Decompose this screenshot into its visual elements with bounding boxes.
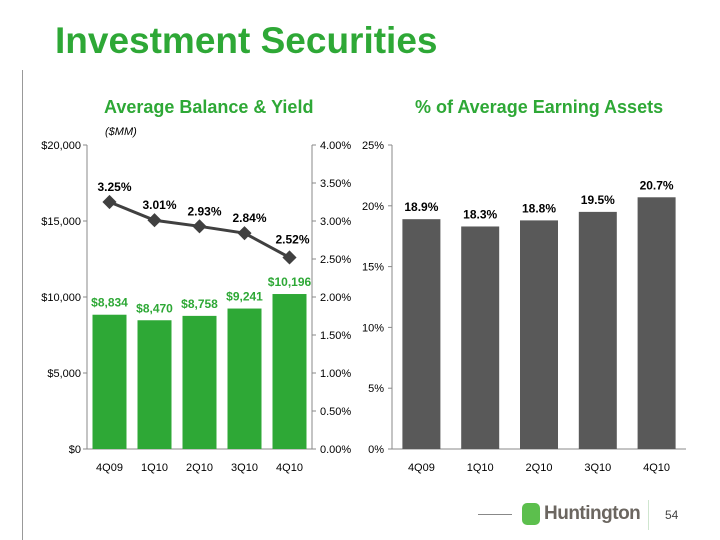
pct-bar	[461, 226, 500, 449]
y-tick-label: $20,000	[41, 140, 81, 152]
yield-point	[282, 250, 297, 265]
pct-bar	[520, 220, 558, 449]
y-tick-label-2: 5%	[368, 383, 384, 395]
yield-label: 3.01%	[142, 198, 176, 212]
y-tick-label-2: 10%	[362, 322, 384, 334]
footer-line	[478, 514, 512, 515]
pct-label: 18.9%	[404, 200, 438, 214]
pct-bar	[402, 219, 441, 449]
pct-label: 18.3%	[463, 207, 497, 221]
logo-text: Huntington	[544, 503, 641, 524]
y2-tick-label: 2.50%	[320, 254, 351, 266]
y-tick-label-2: 0%	[368, 444, 384, 456]
balance-bar	[92, 314, 127, 449]
x-tick-label-2: 2Q10	[526, 462, 553, 474]
balance-bar	[272, 294, 307, 449]
y2-tick-label: 2.00%	[320, 292, 351, 304]
yield-label: 3.25%	[97, 180, 131, 194]
x-tick-label-2: 4Q10	[643, 462, 670, 474]
y-tick-label: $5,000	[47, 368, 81, 380]
yield-point	[147, 213, 162, 228]
y2-tick-label: 0.00%	[320, 444, 351, 456]
yield-point	[102, 194, 117, 210]
x-tick-label: 4Q10	[276, 462, 303, 474]
y-tick-label: $10,000	[41, 292, 81, 304]
chart2-title: % of Average Earning Assets	[415, 97, 664, 117]
balance-label: $9,241	[226, 290, 263, 304]
huntington-logo: Huntington	[522, 503, 641, 525]
y2-tick-label: 1.50%	[320, 330, 351, 342]
y2-tick-label: 3.00%	[320, 216, 351, 228]
pct-label: 20.7%	[640, 178, 674, 192]
x-tick-label-2: 1Q10	[467, 462, 494, 474]
pct-bar	[578, 211, 617, 449]
x-tick-label-2: 4Q09	[408, 462, 435, 474]
left-divider	[22, 70, 23, 540]
footer-separator	[648, 500, 649, 530]
pct-label: 19.5%	[581, 193, 615, 207]
yield-point	[237, 226, 252, 241]
yield-label: 2.93%	[187, 204, 221, 218]
balance-bar	[227, 308, 262, 449]
y-tick-label: $15,000	[41, 216, 81, 228]
yield-label: 2.52%	[275, 232, 309, 246]
logo-mark-icon	[522, 503, 540, 525]
unit-label: ($MM)	[105, 126, 137, 138]
y2-tick-label: 4.00%	[320, 140, 351, 152]
yield-label: 2.84%	[232, 211, 266, 225]
balance-label: $8,470	[136, 301, 173, 315]
balance-label: $8,834	[91, 296, 128, 310]
page-title: Investment Securities	[55, 20, 438, 61]
x-tick-label: 2Q10	[186, 462, 213, 474]
y2-tick-label: 1.00%	[320, 368, 351, 380]
page-number: 54	[665, 508, 679, 522]
chart1-title: Average Balance & Yield	[104, 97, 314, 117]
balance-bar	[137, 320, 172, 449]
y-tick-label-2: 20%	[362, 201, 384, 213]
x-tick-label: 1Q10	[141, 462, 168, 474]
y2-tick-label: 0.50%	[320, 406, 351, 418]
pct-label: 18.8%	[522, 201, 556, 215]
y-tick-label-2: 25%	[362, 140, 384, 152]
x-tick-label: 4Q09	[96, 462, 123, 474]
balance-label: $8,758	[181, 297, 218, 311]
pct-bar	[637, 197, 676, 449]
x-tick-label-2: 3Q10	[584, 462, 611, 474]
balance-bar	[182, 315, 217, 449]
balance-label: $10,196	[268, 275, 312, 289]
x-tick-label: 3Q10	[231, 462, 258, 474]
yield-point	[192, 219, 207, 234]
y-tick-label-2: 15%	[362, 262, 384, 274]
y2-tick-label: 3.50%	[320, 178, 351, 190]
y-tick-label: $0	[69, 444, 81, 456]
